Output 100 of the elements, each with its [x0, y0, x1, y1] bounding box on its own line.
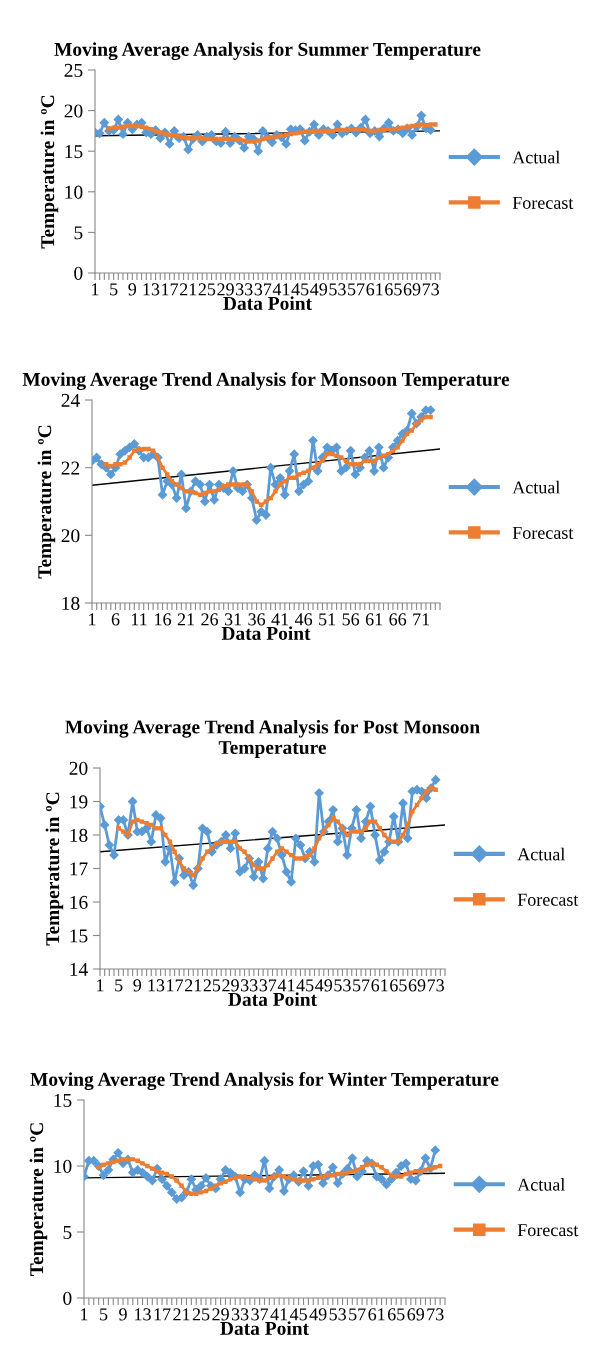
x-tick-label: 49 [310, 283, 328, 296]
legend-label: Forecast [517, 1224, 579, 1237]
x-tick-label: 65 [390, 979, 407, 992]
x-tick-label: 73 [422, 283, 439, 296]
x-tick-label: 1 [81, 1308, 88, 1321]
x-tick-label: 37 [259, 979, 277, 992]
x-tick-label: 5 [110, 283, 118, 296]
x-tick-label: 49 [309, 1308, 327, 1321]
x-tick-label: 71 [413, 613, 430, 626]
y-tick-label: 16 [70, 895, 88, 909]
x-tick-label: 41 [271, 613, 289, 626]
x-tick-label: 37 [254, 283, 272, 296]
y-tick-label: 10 [54, 1159, 72, 1173]
x-tick-label: 73 [427, 1308, 444, 1321]
y-axis-title: Temperature in ºC [40, 95, 59, 249]
x-tick-label: 51 [319, 613, 336, 626]
x-tick-label: 5 [100, 1308, 108, 1321]
x-tick-label: 37 [251, 1308, 269, 1321]
x-tick-label: 53 [334, 979, 351, 992]
x-tick-label: 31 [224, 613, 242, 626]
x-axis-title: Data Point [220, 1321, 309, 1335]
y-axis-title: Temperature in ºC [37, 425, 56, 579]
x-axis-title: Data Point [228, 992, 317, 1006]
y-tick-label: 15 [54, 1093, 72, 1107]
x-tick-label: 33 [231, 1308, 249, 1321]
x-tick-label: 65 [387, 1308, 405, 1321]
y-axis-title: Temperature in ºC [45, 792, 64, 946]
x-tick-label: 21 [177, 613, 194, 626]
x-tick-label: 41 [270, 1308, 288, 1321]
chart-title: Moving Average Trend Analysis for Monsoon Temperature [22, 372, 510, 390]
legend-label: Forecast [512, 196, 574, 209]
legend-label: Forecast [512, 526, 574, 539]
chart-title: Moving Average Trend Analysis for Post Monsoon Temperature [65, 719, 480, 758]
x-tick-label: 61 [368, 1308, 385, 1321]
x-tick-label: 69 [408, 979, 426, 992]
y-tick-label: 10 [65, 185, 83, 199]
x-tick-label: 73 [427, 979, 444, 992]
x-tick-label: 6 [111, 613, 120, 626]
x-tick-label: 13 [143, 283, 160, 296]
x-tick-label: 53 [329, 283, 346, 296]
y-tick-label: 0 [74, 266, 83, 280]
x-tick-label: 49 [315, 979, 333, 992]
x-tick-label: 1 [97, 979, 104, 992]
x-tick-label: 41 [272, 283, 290, 296]
x-tick-label: 26 [201, 613, 219, 626]
y-tick-label: 24 [61, 393, 80, 407]
x-tick-label: 56 [342, 613, 360, 626]
x-tick-label: 57 [349, 1308, 366, 1321]
legend-label: Actual [517, 847, 565, 861]
chart-title: Moving Average Analysis for Summer Temperature [54, 42, 481, 60]
x-tick-label: 9 [119, 1308, 127, 1321]
x-tick-label: 29 [222, 979, 239, 992]
x-tick-label: 33 [236, 283, 253, 296]
y-tick-label: 25 [64, 63, 83, 77]
x-tick-label: 9 [128, 283, 137, 296]
y-tick-label: 18 [62, 596, 80, 610]
x-tick-label: 66 [389, 613, 407, 626]
x-tick-label: 13 [148, 979, 165, 992]
x-tick-label: 1 [89, 613, 96, 626]
x-tick-label: 45 [291, 283, 309, 296]
y-tick-label: 14 [70, 962, 88, 976]
x-tick-label: 57 [348, 283, 365, 296]
x-tick-label: 21 [173, 1308, 190, 1321]
x-tick-label: 61 [371, 979, 388, 992]
x-axis-title: Data Point [221, 626, 311, 640]
y-tick-label: 5 [74, 226, 83, 240]
legend-label: Actual [512, 150, 560, 164]
x-tick-label: 16 [155, 613, 172, 626]
y-tick-label: 19 [70, 795, 88, 809]
x-tick-label: 46 [294, 613, 313, 626]
y-tick-label: 15 [65, 145, 83, 159]
x-tick-label: 5 [115, 979, 123, 992]
legend-label: Actual [517, 1178, 565, 1191]
y-tick-label: 17 [70, 862, 88, 876]
x-tick-label: 25 [192, 1308, 210, 1321]
y-tick-label: 22 [61, 461, 80, 475]
x-tick-label: 17 [162, 283, 179, 296]
y-axis-title: Temperature in ºC [29, 1123, 48, 1276]
legend-label: Forecast [517, 893, 579, 906]
x-tick-label: 17 [167, 979, 184, 992]
x-tick-label: 53 [329, 1308, 346, 1321]
y-tick-label: 0 [63, 1291, 72, 1305]
x-tick-label: 1 [92, 283, 99, 296]
x-tick-label: 33 [241, 979, 258, 992]
x-tick-label: 61 [366, 283, 383, 296]
chart-title: Moving Average Trend Analysis for Winter Temperature [30, 1072, 499, 1090]
x-tick-label: 45 [296, 979, 314, 992]
x-tick-label: 29 [217, 283, 234, 296]
x-tick-label: 11 [131, 613, 147, 626]
x-tick-label: 61 [365, 613, 383, 626]
x-tick-label: 25 [198, 283, 216, 296]
y-tick-label: 20 [61, 529, 80, 543]
x-axis-title: Data Point [223, 296, 312, 310]
x-tick-label: 57 [353, 979, 370, 992]
y-tick-label: 5 [63, 1226, 72, 1239]
y-tick-label: 15 [70, 929, 88, 943]
y-tick-label: 20 [64, 104, 83, 118]
x-tick-label: 69 [407, 1308, 425, 1321]
x-tick-label: 36 [248, 613, 266, 626]
x-tick-label: 21 [185, 979, 202, 992]
